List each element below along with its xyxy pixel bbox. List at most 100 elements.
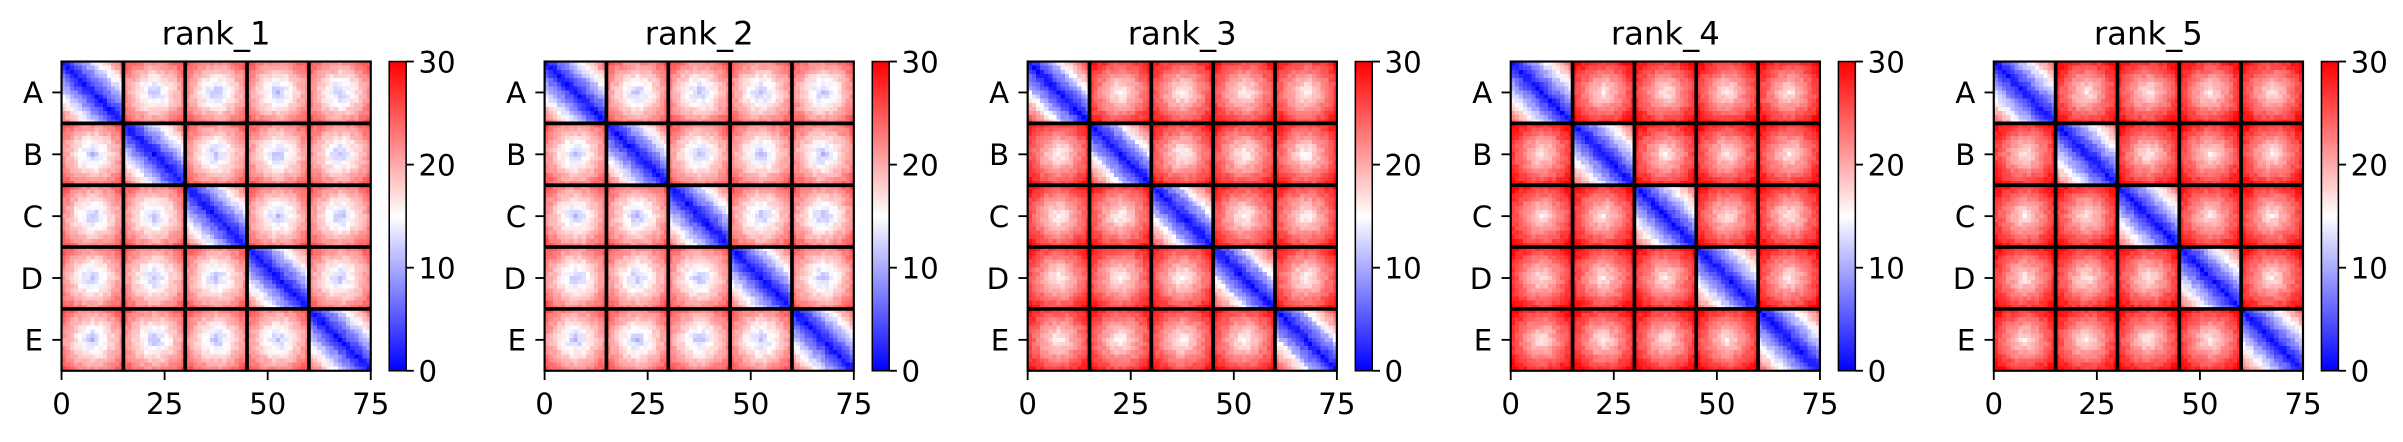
- heatmap-cell: [325, 69, 331, 75]
- heatmap-cell: [197, 226, 203, 232]
- heatmap-cell: [160, 317, 166, 322]
- heatmap-cell: [139, 168, 145, 174]
- heatmap-cell: [73, 321, 79, 326]
- heatmap-cell: [362, 78, 368, 83]
- heatmap-cell: [259, 115, 265, 120]
- heatmap-cell: [189, 156, 195, 162]
- heatmap-cell: [69, 185, 75, 190]
- heatmap-cell: [164, 135, 170, 141]
- heatmap-cell: [94, 222, 100, 227]
- heatmap-cell: [156, 65, 162, 71]
- heatmap-cell: [61, 102, 67, 108]
- heatmap-cell: [205, 222, 211, 227]
- heatmap-cell: [259, 321, 265, 326]
- heatmap-cell: [185, 61, 190, 67]
- heatmap-cell: [86, 102, 91, 108]
- heatmap-cell: [275, 292, 281, 298]
- heatmap-cell: [176, 230, 182, 236]
- heatmap-cell: [275, 296, 281, 302]
- heatmap-cell: [346, 69, 351, 75]
- heatmap-cell: [82, 160, 87, 166]
- heatmap-cell: [358, 102, 364, 108]
- heatmap-cell: [284, 300, 289, 306]
- heatmap-cell: [321, 152, 326, 157]
- heatmap-cell: [288, 94, 293, 100]
- heatmap-cell: [255, 135, 260, 141]
- heatmap-cell: [218, 317, 223, 322]
- heatmap-cell: [102, 78, 108, 83]
- heatmap-cell: [98, 106, 104, 112]
- heatmap-cell: [226, 267, 232, 273]
- heatmap-cell: [69, 238, 75, 244]
- heatmap-cell: [193, 313, 199, 318]
- heatmap-cell: [143, 308, 149, 314]
- heatmap-cell: [288, 321, 293, 326]
- heatmap-cell: [300, 292, 306, 298]
- heatmap-cell: [168, 300, 174, 306]
- heatmap-cell: [61, 209, 67, 215]
- heatmap-cell: [69, 209, 75, 215]
- heatmap-cell: [201, 230, 207, 236]
- heatmap-cell: [255, 201, 260, 207]
- heatmap-cell: [131, 218, 137, 223]
- heatmap-cell: [98, 135, 104, 141]
- heatmap-cell: [230, 308, 236, 314]
- heatmap-cell: [329, 321, 335, 326]
- heatmap-cell: [259, 172, 265, 178]
- heatmap-cell: [362, 222, 368, 227]
- heatmap-cell: [156, 152, 162, 157]
- heatmap-cell: [131, 65, 137, 71]
- heatmap-cell: [234, 238, 240, 244]
- heatmap-cell: [325, 189, 331, 195]
- heatmap-cell: [94, 106, 100, 112]
- heatmap-cell: [65, 226, 71, 232]
- heatmap-cell: [185, 205, 190, 211]
- heatmap-cell: [222, 135, 227, 141]
- heatmap-cell: [230, 69, 236, 75]
- heatmap-cell: [94, 127, 100, 133]
- heatmap-cell: [267, 284, 273, 289]
- heatmap-cell: [238, 61, 244, 67]
- heatmap-cell: [226, 98, 232, 104]
- heatmap-cell: [168, 172, 174, 178]
- heatmap-cell: [313, 292, 318, 298]
- heatmap-cell: [321, 234, 326, 240]
- heatmap-cell: [185, 123, 190, 129]
- heatmap-cell: [86, 160, 91, 166]
- heatmap-cell: [247, 86, 252, 91]
- heatmap-cell: [78, 292, 83, 298]
- heatmap-cell: [218, 300, 223, 306]
- heatmap-cell: [197, 259, 203, 265]
- heatmap-cell: [341, 172, 347, 178]
- heatmap-cell: [102, 259, 108, 265]
- heatmap-cell: [185, 284, 190, 289]
- heatmap-cell: [160, 168, 166, 174]
- heatmap-cell: [337, 214, 343, 219]
- heatmap-cell: [218, 185, 223, 190]
- heatmap-cell: [197, 292, 203, 298]
- heatmap-cell: [209, 238, 215, 244]
- heatmap-cell: [139, 230, 145, 236]
- heatmap-cell: [358, 164, 364, 170]
- heatmap-cell: [115, 61, 120, 67]
- heatmap-cell: [296, 176, 302, 182]
- heatmap-cell: [350, 280, 355, 285]
- heatmap-cell: [135, 251, 141, 256]
- heatmap-cell: [111, 172, 116, 178]
- heatmap-cell: [333, 115, 339, 120]
- heatmap-cell: [329, 238, 335, 244]
- heatmap-cell: [267, 139, 273, 145]
- heatmap-cell: [267, 160, 273, 166]
- heatmap-cell: [131, 271, 137, 277]
- heatmap-cell: [127, 329, 133, 335]
- heatmap-cell: [135, 98, 141, 104]
- heatmap-cell: [82, 69, 87, 75]
- heatmap-cell: [296, 251, 302, 256]
- heatmap-cell: [321, 214, 326, 219]
- heatmap-cell: [164, 209, 170, 215]
- heatmap-cell: [275, 139, 281, 145]
- heatmap-cell: [251, 275, 256, 281]
- heatmap-cell: [329, 65, 335, 71]
- heatmap-cell: [296, 321, 302, 326]
- heatmap-cell: [313, 201, 318, 207]
